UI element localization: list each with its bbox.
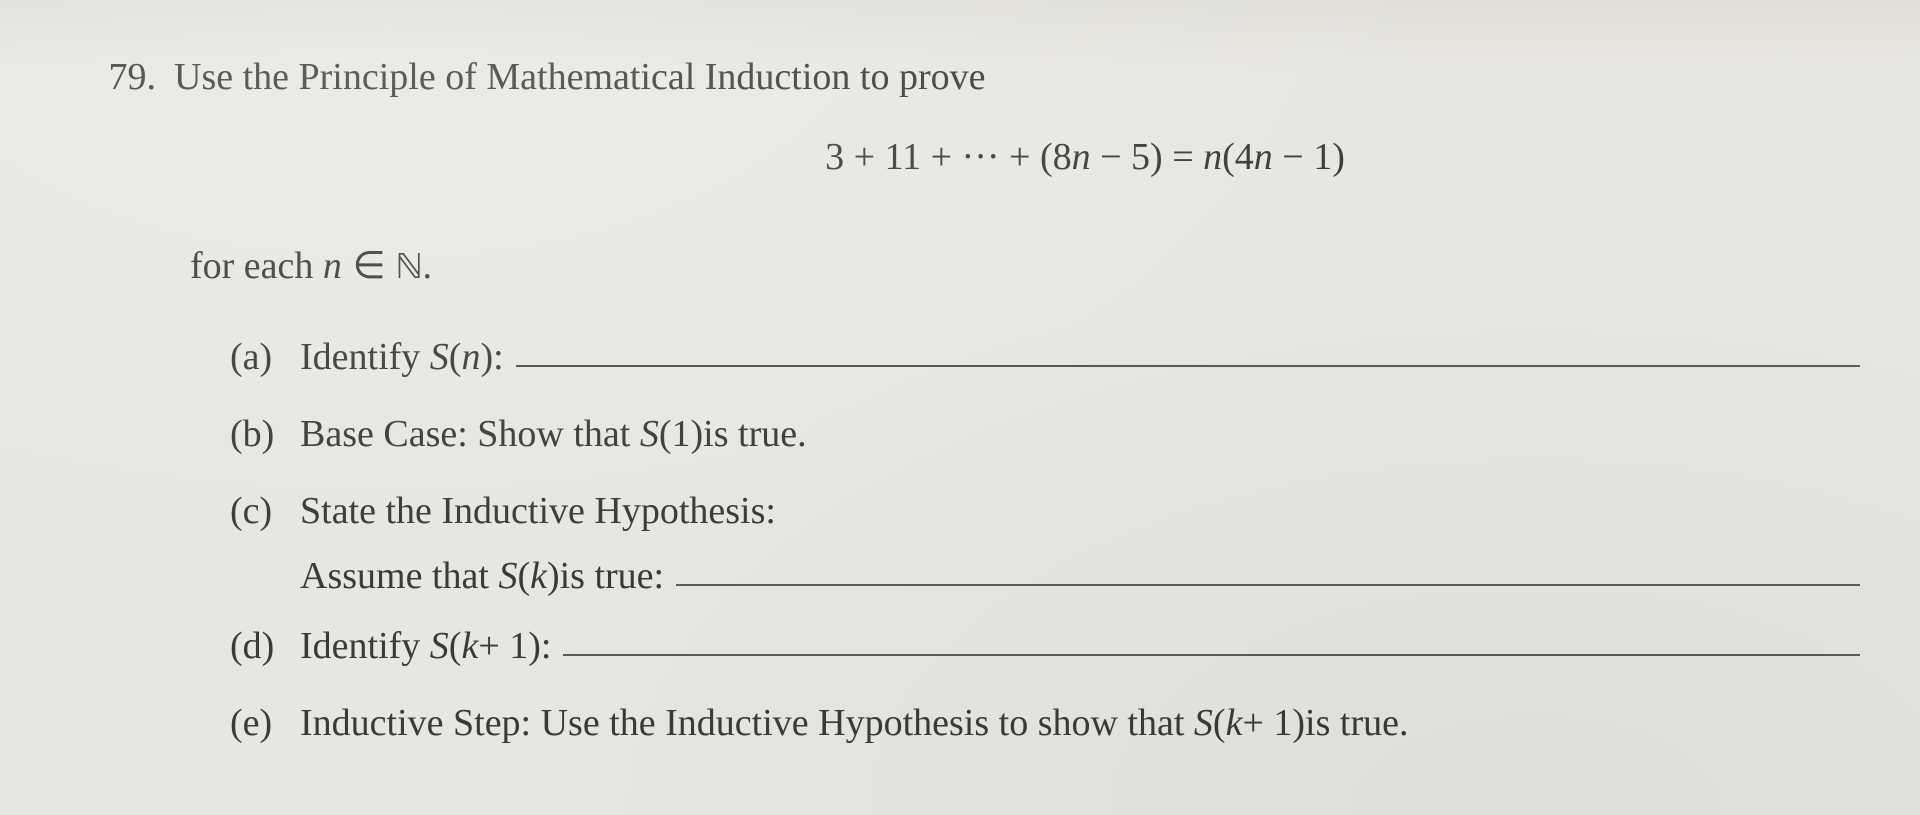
- eq-rhs-open: (4: [1222, 136, 1254, 178]
- problem-header: 79. Use the Principle of Mathematical In…: [90, 55, 1860, 99]
- problem-number: 79.: [90, 55, 174, 99]
- part-b-label: (b): [230, 406, 300, 463]
- naturals-symbol: ℕ: [396, 250, 422, 288]
- part-c-arg: k: [530, 554, 547, 598]
- part-c-line2: Assume that S(k) is true:: [300, 548, 1860, 598]
- equation: 3 + 11 + ··· + (8n − 5) = n(4n − 1): [90, 135, 1860, 179]
- for-each-line: for each n ∈ ℕ.: [190, 243, 1860, 293]
- part-a-blank: [516, 327, 1860, 367]
- part-e-text-before: Inductive Step: Use the Inductive Hypoth…: [300, 695, 1184, 752]
- part-c-open: (: [517, 554, 530, 598]
- part-d-plus: + 1):: [478, 618, 551, 675]
- eq-n1: n: [1072, 136, 1091, 178]
- part-e-plus: + 1): [1242, 695, 1305, 752]
- part-a: (a) Identify S(n):: [230, 329, 1860, 386]
- eq-lhs-prefix: 3 + 11 + ··· + (8: [825, 136, 1072, 178]
- part-d-content: Identify S(k + 1):: [300, 618, 1860, 675]
- part-b: (b) Base Case: Show that S(1) is true.: [230, 406, 1860, 463]
- eq-lhs-suffix: − 5) =: [1091, 136, 1204, 178]
- part-a-arg: n: [461, 329, 480, 386]
- problem-prompt: Use the Principle of Mathematical Induct…: [174, 55, 1860, 99]
- part-a-text: Identify: [300, 329, 420, 386]
- part-a-fn: S: [430, 329, 449, 386]
- for-each-var: n: [323, 245, 342, 287]
- part-b-text-after: is true.: [703, 406, 806, 463]
- part-c: (c) State the Inductive Hypothesis:: [230, 483, 1860, 540]
- element-of: ∈: [342, 245, 396, 287]
- part-e-text-after: is true.: [1305, 695, 1408, 752]
- part-b-fn: S: [640, 406, 659, 463]
- part-c-text2-after: is true:: [560, 554, 664, 598]
- for-each-period: .: [422, 245, 432, 287]
- part-e-fn: S: [1194, 695, 1213, 752]
- part-d: (d) Identify S(k + 1):: [230, 618, 1860, 675]
- part-c-text2-before: Assume that: [300, 554, 489, 598]
- part-d-fn: S: [430, 618, 449, 675]
- eq-n2: n: [1203, 136, 1222, 178]
- part-b-content: Base Case: Show that S(1) is true.: [300, 406, 1860, 463]
- parts-list: (a) Identify S(n): (b) Base Case: Show t…: [230, 329, 1860, 752]
- part-d-open: (: [449, 618, 462, 675]
- eq-n3: n: [1254, 136, 1273, 178]
- part-c-label: (c): [230, 483, 300, 540]
- for-each-prefix: for each: [190, 245, 323, 287]
- part-e-label: (e): [230, 695, 300, 752]
- part-a-open: (: [449, 329, 462, 386]
- part-d-blank: [563, 616, 1860, 656]
- part-c-fn: S: [498, 554, 517, 598]
- part-c-blank: [676, 546, 1860, 586]
- part-a-label: (a): [230, 329, 300, 386]
- part-c-line1: State the Inductive Hypothesis:: [300, 483, 1860, 540]
- part-e-arg: k: [1226, 695, 1243, 752]
- part-d-label: (d): [230, 618, 300, 675]
- part-e-content: Inductive Step: Use the Inductive Hypoth…: [300, 695, 1860, 752]
- part-a-content: Identify S(n):: [300, 329, 1860, 386]
- part-e: (e) Inductive Step: Use the Inductive Hy…: [230, 695, 1860, 752]
- part-b-arg: (1): [659, 406, 703, 463]
- eq-rhs-close: − 1): [1273, 136, 1345, 178]
- part-e-open: (: [1213, 695, 1226, 752]
- part-d-arg: k: [461, 618, 478, 675]
- part-c-text1: State the Inductive Hypothesis:: [300, 483, 776, 540]
- part-a-close: ):: [480, 329, 503, 386]
- part-c-close: ): [547, 554, 560, 598]
- part-b-text-before: Base Case: Show that: [300, 406, 630, 463]
- part-d-text-before: Identify: [300, 618, 420, 675]
